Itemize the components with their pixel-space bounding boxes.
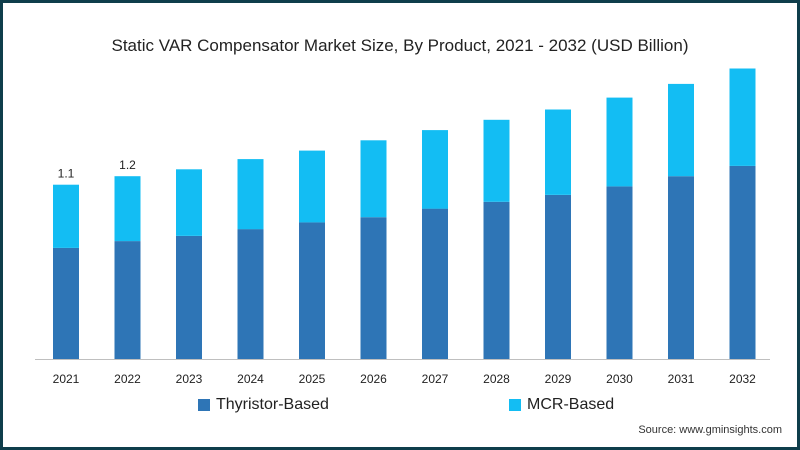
bar-mcr-2022	[114, 176, 141, 242]
chart-title: Static VAR Compensator Market Size, By P…	[111, 36, 689, 55]
x-tick-label-2030: 2030	[606, 372, 633, 386]
source-note: Source: www.gminsights.com	[638, 424, 782, 436]
bar-thyristor-2028	[483, 201, 510, 359]
data-label-2021: 1.1	[58, 167, 75, 181]
bar-mcr-2023	[176, 169, 202, 236]
bar-mcr-2032	[729, 68, 756, 166]
legend-label-mcr: MCR-Based	[527, 396, 615, 413]
x-tick-label-2032: 2032	[729, 372, 756, 386]
bar-mcr-2026	[360, 140, 387, 218]
x-tick-label-2025: 2025	[299, 372, 326, 386]
x-tick-label-2022: 2022	[114, 372, 141, 386]
bar-thyristor-2021	[53, 247, 79, 359]
x-tick-label-2031: 2031	[668, 372, 695, 386]
chart-legend: Thyristor-Based MCR-Based	[0, 396, 800, 420]
bar-thyristor-2025	[299, 222, 325, 359]
bar-thyristor-2022	[114, 241, 141, 359]
bar-mcr-2025	[299, 150, 325, 223]
bar-thyristor-2032	[729, 165, 756, 359]
bar-mcr-2027	[422, 130, 448, 209]
bar-thyristor-2027	[422, 208, 448, 359]
bar-thyristor-2026	[360, 217, 387, 359]
x-tick-label-2023: 2023	[176, 372, 203, 386]
bar-thyristor-2029	[545, 195, 571, 359]
bar-thyristor-2031	[668, 176, 694, 359]
x-tick-label-2021: 2021	[53, 372, 80, 386]
x-tick-label-2026: 2026	[360, 372, 387, 386]
legend-item-thyristor: Thyristor-Based	[198, 396, 329, 414]
bar-mcr-2031	[668, 83, 694, 177]
legend-swatch-mcr	[509, 399, 521, 411]
x-tick-label-2029: 2029	[545, 372, 572, 386]
bar-thyristor-2023	[176, 236, 202, 359]
data-label-2022: 1.2	[119, 158, 136, 172]
legend-swatch-thyristor	[198, 399, 210, 411]
bar-thyristor-2024	[237, 229, 264, 359]
bar-mcr-2028	[483, 119, 510, 202]
x-tick-label-2028: 2028	[483, 372, 510, 386]
bar-thyristor-2030	[606, 186, 633, 359]
x-tick-label-2024: 2024	[237, 372, 264, 386]
bar-mcr-2029	[545, 109, 571, 195]
bar-mcr-2024	[237, 159, 264, 230]
legend-item-mcr: MCR-Based	[509, 396, 614, 414]
bar-mcr-2021	[53, 184, 79, 248]
x-tick-label-2027: 2027	[422, 372, 449, 386]
bar-mcr-2030	[606, 97, 633, 187]
legend-label-thyristor: Thyristor-Based	[216, 396, 329, 413]
